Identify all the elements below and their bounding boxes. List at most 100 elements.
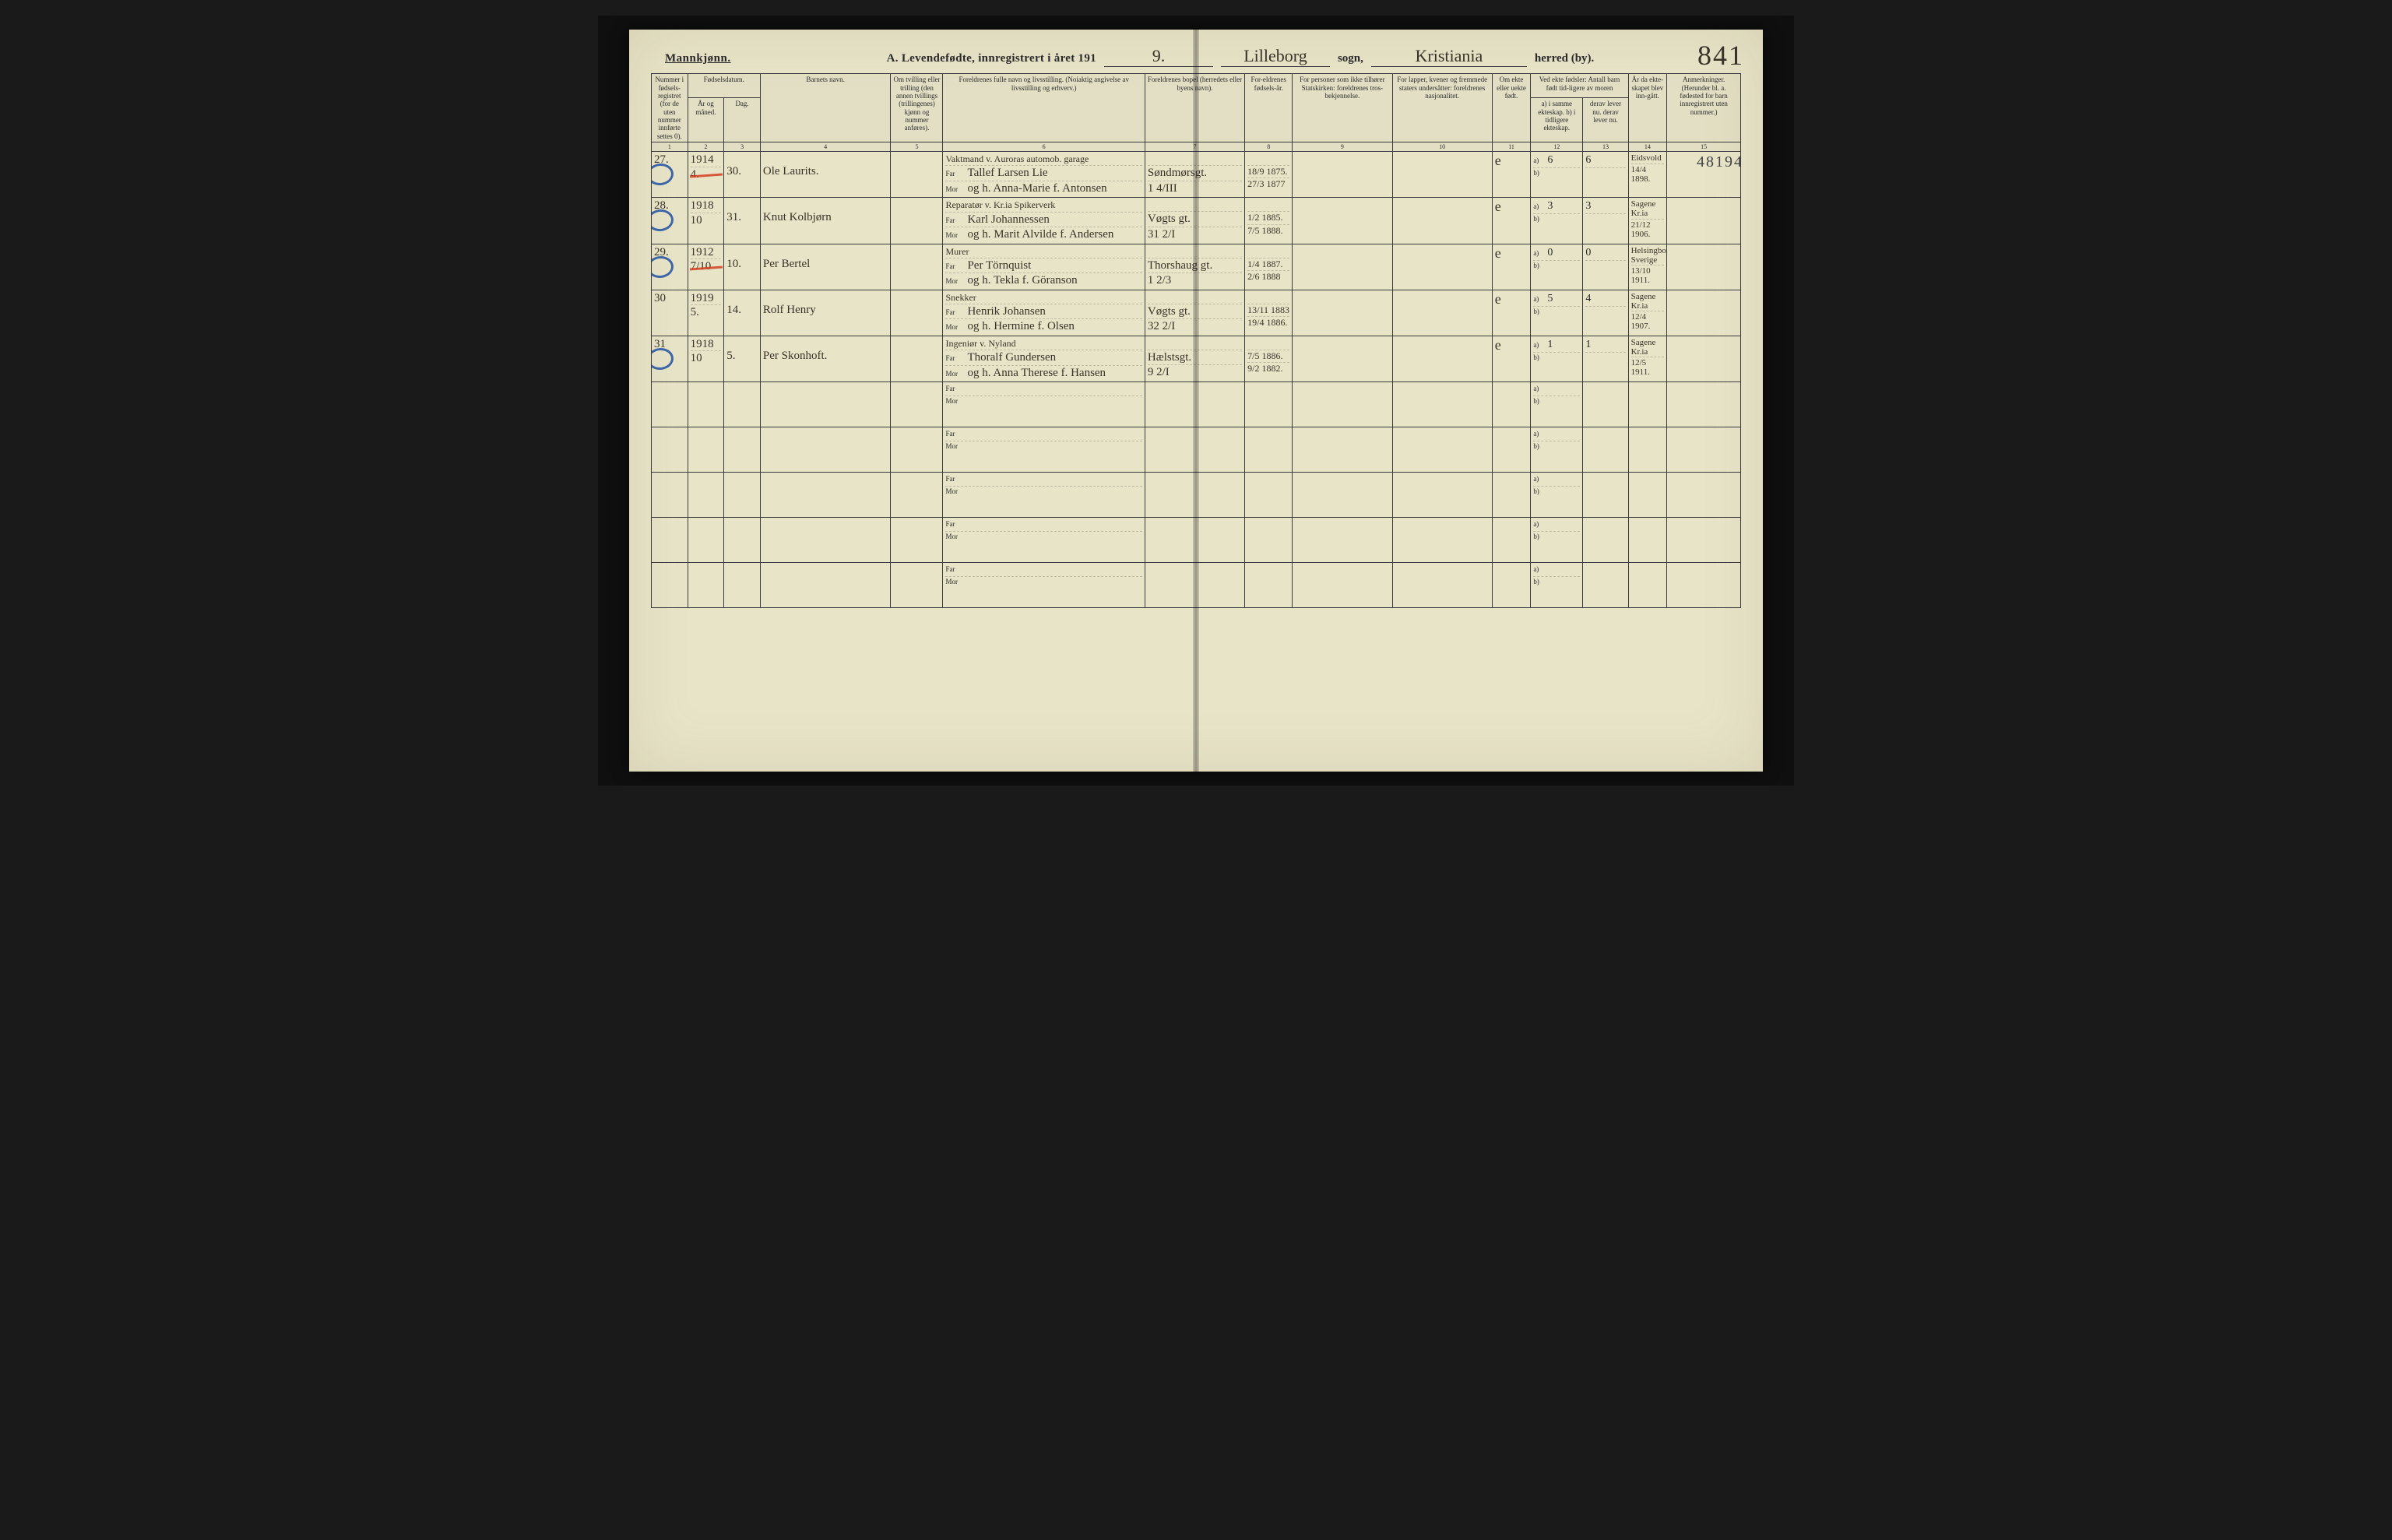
cell <box>1667 244 1741 290</box>
far-label: Far <box>945 308 962 316</box>
a2-value: 1 <box>1585 339 1591 351</box>
a-value: 1 <box>1547 339 1553 351</box>
father-name: Thoralf Gundersen <box>967 351 1141 364</box>
ekte-value: e <box>1495 199 1501 214</box>
a2-value: 0 <box>1585 247 1591 259</box>
hdr-c14: År da ekte-skapet blev inn-gått. <box>1628 74 1667 142</box>
cell: 1918 10 <box>688 198 724 244</box>
mother-birthyear: 2/6 1888 <box>1247 272 1289 282</box>
cell: Per Bertel <box>760 244 891 290</box>
cell: Knut Kolbjørn <box>760 198 891 244</box>
birth-month: 5. <box>691 306 722 319</box>
colnum: 6 <box>943 142 1145 151</box>
cell: a)0 b) <box>1531 244 1583 290</box>
colnum: 10 <box>1392 142 1492 151</box>
cell: a)5 b) <box>1531 290 1583 336</box>
father-birthyear: 18/9 1875. <box>1247 167 1289 177</box>
ekte-value: e <box>1495 291 1501 307</box>
cell: Eidsvold 14/4 1898. <box>1628 152 1667 198</box>
blue-circle-mark <box>652 255 675 279</box>
cell: 28. <box>652 198 688 244</box>
birth-year: 1918 <box>691 199 722 213</box>
a-value: 5 <box>1547 293 1553 305</box>
cell: e <box>1492 336 1531 381</box>
cell <box>1392 152 1492 198</box>
occupation: Snekker <box>945 293 1141 303</box>
entry-number: 30 <box>654 292 666 304</box>
mor-label: Mor <box>945 370 962 378</box>
hdr-c2-3-top: Fødselsdatum. <box>688 74 760 98</box>
sogn-value: Lilleborg <box>1221 47 1330 67</box>
cell: 7/5 1886. 9/2 1882. <box>1245 336 1293 381</box>
child-name: Knut Kolbjørn <box>763 211 888 224</box>
cell: Sagene Kr.ia 12/5 1911. <box>1628 336 1667 381</box>
cell: Rolf Henry <box>760 290 891 336</box>
cell: 6 <box>1583 152 1628 198</box>
cell: a)6 b) <box>1531 152 1583 198</box>
mor-label: Mor <box>945 397 962 405</box>
mother-name: og h. Tekla f. Göranson <box>967 274 1141 287</box>
page-fold <box>1193 30 1199 772</box>
a-label: a) <box>1533 475 1544 483</box>
ekte-value: e <box>1495 245 1501 261</box>
b-label: b) <box>1533 353 1544 361</box>
occupation: Reparatør v. Kr.ia Spikerverk <box>945 200 1141 210</box>
cell: 30 <box>652 290 688 336</box>
cell <box>1392 244 1492 290</box>
marriage-place: Sagene Kr.ia <box>1631 292 1665 311</box>
occupation: Vaktmand v. Auroras automob. garage <box>945 154 1141 164</box>
far-label: Far <box>945 430 962 438</box>
cell: 13/11 1883 19/4 1886. <box>1245 290 1293 336</box>
cell: 29. <box>652 244 688 290</box>
colnum: 2 <box>688 142 724 151</box>
cell: Sagene Kr.ia 21/12 1906. <box>1628 198 1667 244</box>
mor-label: Mor <box>945 442 962 450</box>
mor-label: Mor <box>945 231 962 239</box>
colnum: 8 <box>1245 142 1293 151</box>
mor-label: Mor <box>945 578 962 585</box>
cell: 10. <box>724 244 761 290</box>
birth-day: 31. <box>726 211 758 224</box>
blue-circle-mark <box>652 346 675 371</box>
cell: Snekker FarHenrik Johansen Morog h. Herm… <box>943 290 1145 336</box>
birth-month: 10 <box>691 352 722 365</box>
birth-year: 1919 <box>691 292 722 306</box>
cell: e <box>1492 152 1531 198</box>
cell: 1/2 1885. 7/5 1888. <box>1245 198 1293 244</box>
gender-label: Mannkjønn. <box>665 52 731 65</box>
marriage-date: 12/4 1907. <box>1631 312 1665 331</box>
cell: e <box>1492 244 1531 290</box>
a-label: a) <box>1533 565 1544 573</box>
colnum: 1 <box>652 142 688 151</box>
marriage-place: Sagene Kr.ia <box>1631 199 1665 219</box>
birth-month: 10 <box>691 214 722 227</box>
far-label: Far <box>945 170 962 178</box>
cell <box>891 152 943 198</box>
herred-label: herred (by). <box>1535 52 1594 65</box>
father-birthyear: 1/2 1885. <box>1247 213 1289 223</box>
cell <box>1293 244 1392 290</box>
marriage-date: 13/10 1911. <box>1631 266 1665 285</box>
sogn-label: sogn, <box>1338 52 1363 65</box>
cell: 31. <box>724 198 761 244</box>
cell: 1/4 1887. 2/6 1888 <box>1245 244 1293 290</box>
a-label: a) <box>1533 385 1544 392</box>
form-title: A. Levendefødte, innregistrert i året 19… <box>887 52 1096 65</box>
a-value: 0 <box>1547 247 1553 259</box>
mother-name: og h. Marit Alvilde f. Andersen <box>967 228 1141 241</box>
cell <box>1293 152 1392 198</box>
birth-year: 1912 <box>691 246 722 260</box>
cell: 18/9 1875. 27/3 1877 <box>1245 152 1293 198</box>
a-label: a) <box>1533 520 1544 528</box>
child-name: Ole Laurits. <box>763 165 888 178</box>
child-name: Per Bertel <box>763 258 888 271</box>
father-name: Per Törnquist <box>967 259 1141 272</box>
a-label: a) <box>1533 341 1544 349</box>
cell: 30. <box>724 152 761 198</box>
far-label: Far <box>945 262 962 270</box>
a-value: 6 <box>1547 154 1553 167</box>
mor-label: Mor <box>945 533 962 540</box>
marriage-place: Sagene Kr.ia <box>1631 338 1665 357</box>
colnum: 9 <box>1293 142 1392 151</box>
cell: e <box>1492 290 1531 336</box>
